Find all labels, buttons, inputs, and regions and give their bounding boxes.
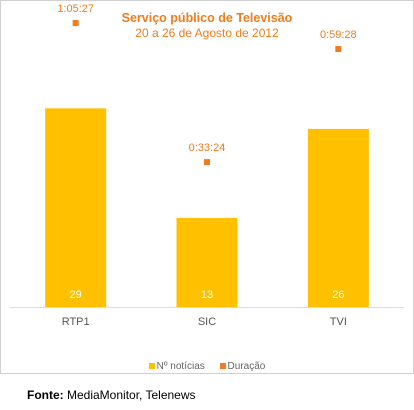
chart-title: Serviço público de Televisão [121, 11, 293, 25]
bar-label-rtp1: 29 [70, 289, 82, 301]
category-label-tvi: TVI [330, 316, 347, 328]
legend-item-duracao: Duração [219, 361, 266, 372]
duration-label-rtp1: 1:05:27 [57, 3, 94, 15]
legend-swatch-duracao [219, 363, 226, 370]
duration-label-sic: 0:33:24 [189, 142, 226, 154]
bar-tvi [307, 128, 369, 307]
bar-sic [176, 217, 238, 307]
chart-subtitle: 20 a 26 de Agosto de 2012 [135, 26, 279, 40]
duration-marker-rtp1 [72, 20, 79, 27]
legend-label-noticias: Nº notícias [156, 361, 205, 372]
legend-label-duracao: Duração [227, 361, 266, 372]
bar-rtp1 [45, 108, 107, 307]
chart-plot: 29 1:05:27 RTP1 13 0:33:24 SIC 26 0:59:28 TVI [10, 3, 404, 328]
source-text: MediaMonitor, Telenews [67, 388, 196, 402]
chart-legend: Nº notícias Duração [0, 361, 414, 372]
category-label-sic: SIC [198, 316, 216, 328]
legend-swatch-noticias [148, 363, 155, 370]
legend-item-noticias: Nº notícias [148, 361, 205, 372]
bar-label-tvi: 26 [332, 289, 344, 301]
category-label-rtp1: RTP1 [62, 316, 90, 328]
bar-label-sic: 13 [201, 289, 213, 301]
source-label: Fonte: [27, 388, 64, 402]
source-note: Fonte: MediaMonitor, Telenews [27, 388, 196, 402]
duration-label-tvi: 0:59:28 [320, 29, 357, 41]
duration-marker-sic [204, 159, 210, 166]
duration-marker-tvi [335, 46, 342, 53]
